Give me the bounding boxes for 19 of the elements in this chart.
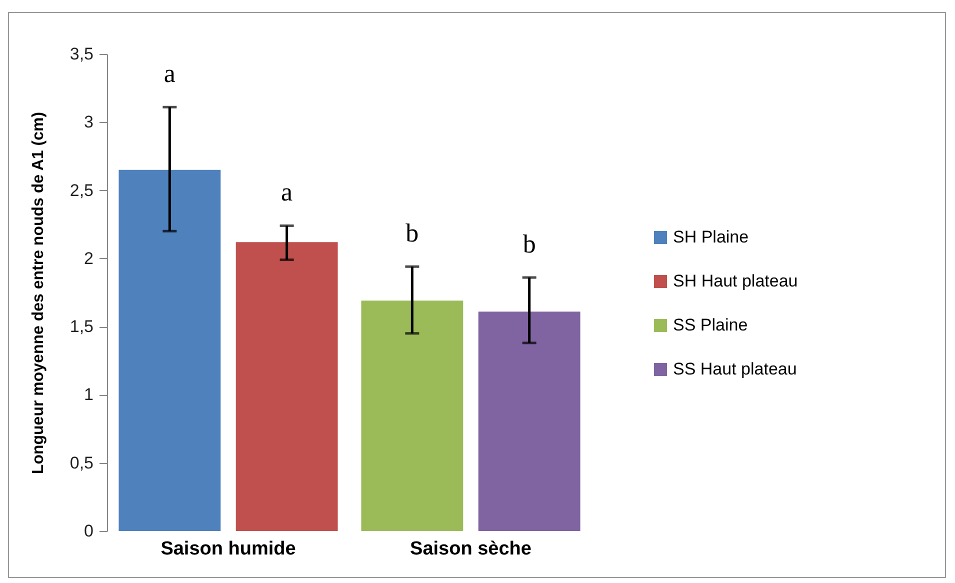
x-tick-label: Saison humide — [160, 538, 296, 560]
y-tick-label: 1 — [84, 385, 94, 404]
y-tick-label: 2 — [84, 248, 94, 268]
x-tick-label: Saison sèche — [410, 538, 532, 560]
annotation: b — [522, 230, 536, 259]
y-tick-label: 2,5 — [70, 180, 94, 200]
legend-label: SS Haut plateau — [673, 360, 797, 378]
legend-label: SH Plaine — [673, 228, 749, 246]
y-axis-title: Longueur moyenne des entre nouds de A1 (cm) — [30, 112, 47, 474]
y-tick-label: 0 — [84, 522, 94, 540]
y-tick-label: 3 — [84, 112, 94, 132]
annotation: b — [406, 218, 419, 248]
legend-label: SH Haut plateau — [673, 272, 798, 290]
y-tick-label: 1,5 — [70, 317, 94, 336]
annotation: a — [281, 178, 294, 207]
legend-label: SS Plaine — [673, 316, 748, 334]
y-tick-label: 3,5 — [70, 44, 94, 64]
y-tick-label: 0,5 — [70, 453, 94, 472]
annotation: a — [164, 59, 176, 88]
